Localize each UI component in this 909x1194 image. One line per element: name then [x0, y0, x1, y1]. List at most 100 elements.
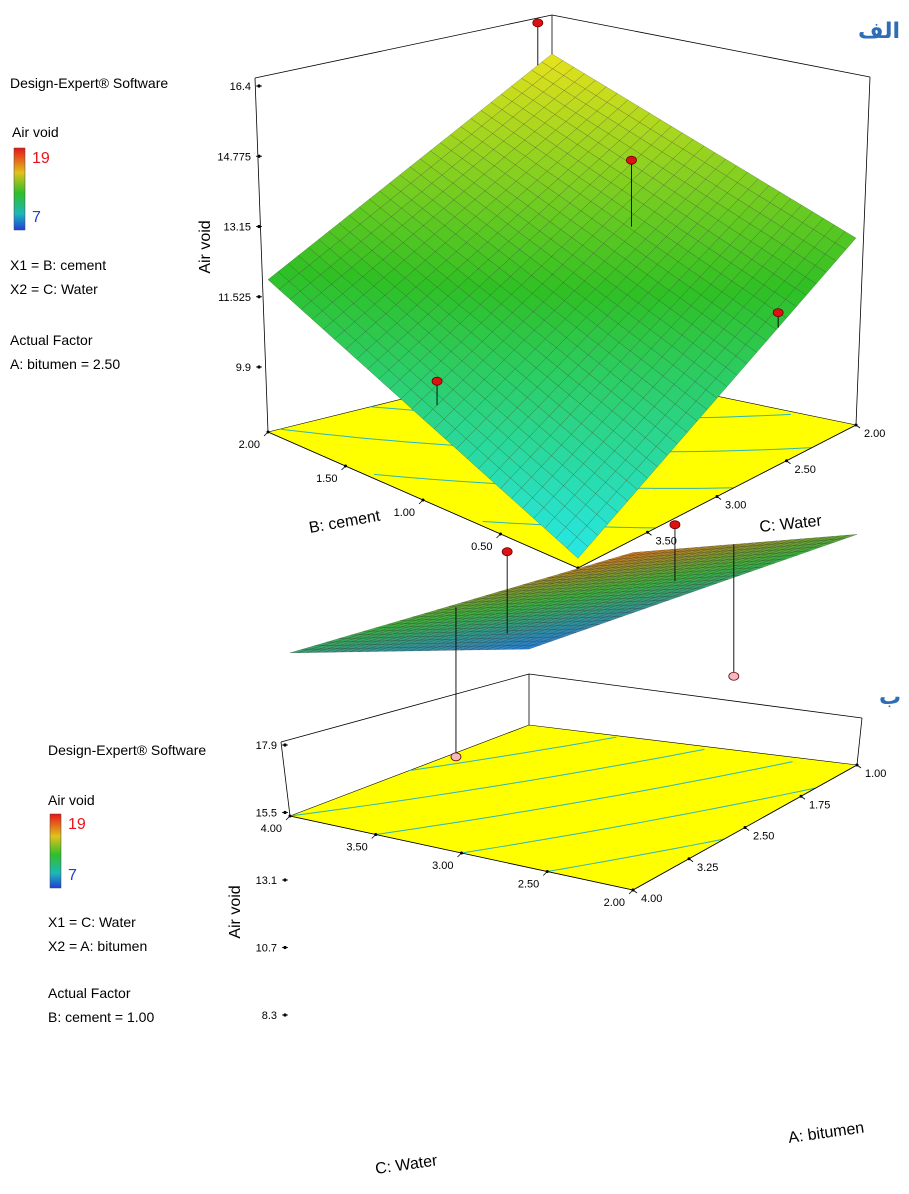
- x2-label-a: X2 = C: Water: [10, 281, 98, 297]
- z-tick-label: 10.7: [256, 943, 277, 955]
- z-axis-label-a: Air void: [197, 220, 214, 273]
- design-point: [728, 671, 740, 681]
- z-tick-dot: [257, 154, 261, 158]
- y-tick-label: 2.50: [753, 831, 774, 843]
- z-tick-label: 8.3: [262, 1010, 277, 1022]
- z-tick-dot: [257, 224, 261, 229]
- x-tick-label: 2.00: [239, 439, 260, 451]
- x-tick-label: 4.00: [261, 823, 282, 835]
- design-point: [450, 752, 462, 762]
- y-axis-label-a: C: Water: [759, 512, 824, 536]
- floor-contour: [375, 761, 793, 835]
- x1-label-b: X1 = C: Water: [48, 914, 136, 930]
- y-tick-dot: [687, 857, 691, 861]
- x-tick-dot: [344, 464, 347, 468]
- x-tick-label: 2.50: [518, 879, 539, 891]
- floor-contour: [289, 748, 705, 817]
- actual-factor-title-b: Actual Factor: [48, 985, 131, 1001]
- floor-contour: [409, 736, 617, 771]
- z-tick-dot: [283, 945, 287, 950]
- y-tick-label: 3.25: [697, 862, 718, 874]
- x-tick-label: 2.00: [604, 897, 625, 909]
- y-tick-dot: [715, 495, 719, 498]
- z-axis-a: 16.4 14.775 13.15 11.525 9.9: [217, 81, 262, 374]
- y-tick-dot: [646, 530, 649, 534]
- x-tick-dot: [545, 870, 549, 873]
- y-tick-label: 3.50: [656, 535, 677, 547]
- y-tick-label: 2.50: [795, 464, 816, 476]
- y-axis-b: 1.00 1.75 2.50 3.25 4.00: [631, 763, 886, 905]
- x-tick-label: 3.00: [432, 860, 453, 872]
- y-tick-label: 2.00: [864, 428, 885, 440]
- x-axis-label-b: C: Water: [374, 1152, 439, 1178]
- response-surface-b: [289, 534, 858, 654]
- actual-factor-a: A: bitumen = 2.50: [10, 356, 120, 372]
- box-frame-b: [280, 673, 863, 817]
- y-tick-label: 4.00: [641, 893, 662, 905]
- x-tick-dot: [499, 532, 502, 536]
- design-point: [532, 18, 544, 28]
- design-point: [501, 547, 513, 557]
- y-tick-label: 3.00: [725, 500, 746, 512]
- design-points-a: [431, 18, 784, 406]
- z-tick-dot: [257, 84, 261, 88]
- z-tick-label: 17.9: [256, 740, 277, 752]
- z-tick-label: 11.525: [218, 292, 251, 304]
- legend-low-a: 7: [32, 209, 41, 226]
- y-tick-label: 1.75: [809, 799, 830, 811]
- z-tick-dot: [283, 810, 287, 815]
- design-point: [431, 376, 443, 386]
- x-tick-label: 0.50: [471, 541, 492, 553]
- z-tick-label: 13.1: [256, 875, 277, 887]
- x-tick-dot: [266, 430, 270, 434]
- z-tick-label: 9.9: [236, 362, 251, 374]
- legend-colorbar-b: [49, 813, 62, 889]
- legend-high-b: 19: [68, 816, 86, 833]
- z-tick-dot: [283, 743, 287, 747]
- floor-contour: [547, 838, 725, 872]
- z-tick-dot: [283, 878, 287, 882]
- surface-facet: [834, 231, 857, 250]
- x-tick-dot: [288, 814, 292, 818]
- design-points-b: [450, 520, 740, 762]
- y-axis-label-b: A: bitumen: [787, 1119, 865, 1146]
- y-tick-label: 1.00: [865, 768, 886, 780]
- y-tick-dot: [855, 763, 859, 767]
- floor-b: [288, 724, 858, 891]
- software-label-a: Design-Expert® Software: [10, 75, 168, 91]
- design-point: [626, 155, 637, 165]
- z-tick-label: 16.4: [230, 81, 251, 93]
- z-tick-dot: [257, 295, 261, 299]
- y-tick-dot: [631, 888, 635, 892]
- chart-b: Design-Expert® Software Air void 19 7 X1…: [48, 520, 886, 1178]
- x1-label-a: X1 = B: cement: [10, 257, 106, 273]
- actual-factor-title-a: Actual Factor: [10, 332, 93, 348]
- response-surface-a: [267, 53, 857, 559]
- y-tick-dot: [799, 794, 803, 798]
- design-point: [669, 520, 681, 530]
- x2-label-b: X2 = A: bitumen: [48, 938, 147, 954]
- z-axis-label-b: Air void: [227, 885, 244, 938]
- legend-colorbar-a: [13, 147, 26, 231]
- x-tick-dot: [374, 833, 378, 836]
- x-axis-label-a: B: cement: [308, 508, 382, 537]
- x-tick-label: 1.50: [316, 473, 337, 485]
- panel-label-a: الف: [858, 19, 900, 44]
- panel-label-b: ب: [879, 685, 901, 710]
- response-label-b: Air void: [48, 792, 95, 808]
- y-tick-dot: [743, 826, 747, 829]
- floor-contours-b: [289, 736, 816, 872]
- chart-a: Design-Expert® Software Air void 19 7 X1…: [10, 14, 885, 587]
- z-tick-label: 15.5: [256, 808, 277, 820]
- response-label-a: Air void: [12, 124, 59, 140]
- z-axis-b: 17.9 15.5 13.1 10.7 8.3: [256, 740, 288, 1022]
- x-tick-label: 3.50: [346, 842, 367, 854]
- z-tick-dot: [283, 1013, 287, 1017]
- surface-facet: [837, 534, 858, 540]
- design-point: [772, 308, 784, 318]
- y-tick-dot: [785, 459, 788, 463]
- x-tick-dot: [421, 498, 425, 502]
- x-tick-label: 1.00: [394, 507, 415, 519]
- x-axis-b: 4.00 3.50 3.00 2.50 2.00: [261, 814, 635, 909]
